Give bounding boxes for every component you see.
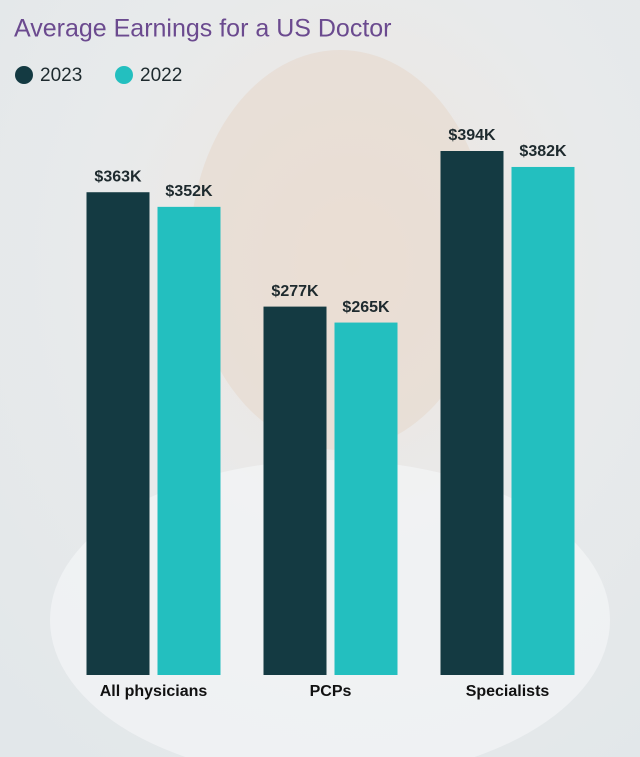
bar	[334, 322, 398, 675]
legend-label: 2023	[40, 65, 82, 86]
value-label: $352K	[165, 183, 213, 200]
bar	[511, 166, 575, 675]
value-label: $394K	[448, 127, 496, 144]
bar	[86, 192, 150, 675]
bar	[157, 206, 221, 676]
legend-marker	[15, 66, 33, 84]
value-label: $265K	[342, 299, 390, 316]
value-label: $363K	[94, 168, 142, 185]
legend-label: 2022	[140, 65, 182, 86]
value-label: $277K	[271, 283, 319, 300]
chart-title: Average Earnings for a US Doctor	[14, 15, 392, 43]
x-tick-label: Specialists	[466, 683, 550, 700]
legend-marker	[115, 66, 133, 84]
x-tick-label: All physicians	[100, 683, 208, 700]
value-label: $382K	[519, 143, 567, 160]
bar	[440, 151, 504, 675]
bar	[263, 306, 327, 675]
x-tick-label: PCPs	[310, 683, 352, 700]
